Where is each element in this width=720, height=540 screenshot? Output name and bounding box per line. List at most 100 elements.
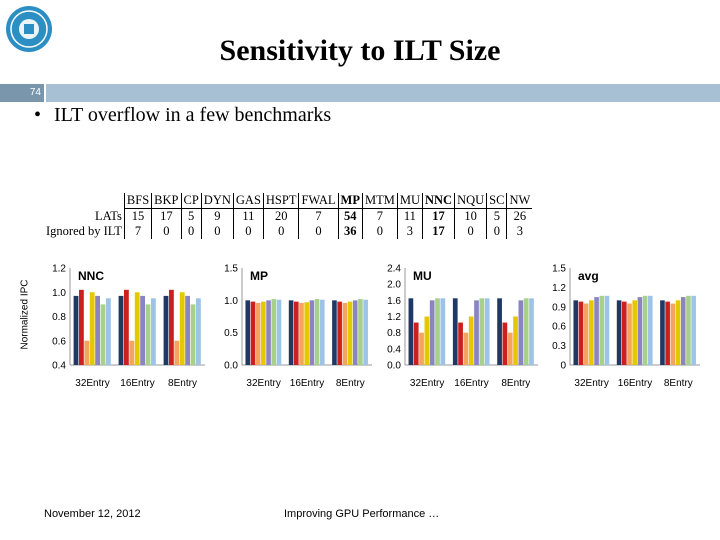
lat-value-cell: 7	[361, 208, 398, 224]
bar	[648, 295, 653, 365]
bar	[474, 300, 479, 365]
y-tick-label: 0.8	[387, 328, 401, 339]
bar	[660, 300, 665, 365]
chart-title: NNC	[78, 269, 104, 283]
bar	[675, 300, 681, 365]
bar	[363, 299, 368, 365]
y-tick-label: 2.0	[387, 280, 401, 291]
x-tick-label: 8Entry	[168, 378, 197, 389]
ipc-charts: 0.4 0.6 0.8 1.0 1.2 NNC 32Entry 16Entry 8Entry 0.…	[52, 264, 700, 389]
lat-value-cell: 9	[200, 208, 234, 224]
x-tick-label: 16Entry	[454, 378, 488, 389]
bar	[616, 300, 622, 365]
x-tick-label: 8Entry	[501, 378, 530, 389]
bar	[507, 332, 513, 365]
bar	[179, 292, 185, 365]
x-tick-label: 16Entry	[120, 378, 154, 389]
chart-title: MP	[250, 269, 268, 283]
bar	[294, 301, 299, 365]
lat-header-cell: HSPT	[262, 193, 299, 209]
bar	[497, 298, 502, 365]
bar	[163, 295, 169, 365]
bar	[583, 303, 589, 365]
x-tick-label: 32Entry	[75, 378, 109, 389]
bar	[276, 299, 282, 365]
lat-value-cell: 5	[180, 208, 202, 224]
bar	[352, 300, 358, 365]
bar	[573, 300, 579, 365]
bar	[151, 298, 156, 365]
lat-value-cell: 0	[298, 224, 339, 239]
bar	[174, 340, 180, 365]
bar	[299, 302, 304, 365]
lat-value-cell: 5	[486, 208, 507, 224]
bar	[129, 340, 135, 365]
bar	[484, 298, 490, 365]
lat-value-cell: 26	[506, 208, 533, 224]
bar	[124, 289, 129, 365]
x-tick-label: 32Entry	[574, 378, 608, 389]
university-logo	[6, 6, 52, 52]
lat-value-cell: 10	[454, 208, 487, 224]
lat-table-header-row: BFS BKP CP DYN GAS HSPT FWAL MP MTM MU NNC NQU SC NW	[44, 193, 533, 209]
lat-row-label: LATs	[95, 208, 122, 223]
lat-value-cell: 0	[200, 224, 234, 239]
lat-value-cell: 54	[337, 208, 363, 224]
y-tick-label: 1.0	[224, 296, 238, 307]
bar	[314, 299, 320, 365]
y-tick-label: 2.4	[387, 264, 401, 275]
bar	[84, 340, 90, 365]
lat-header-cell: FWAL	[298, 193, 339, 209]
lat-header-cell: MP	[337, 193, 363, 209]
lat-value-cell: 0	[486, 224, 507, 239]
header-bar	[46, 84, 720, 102]
bar	[435, 298, 440, 365]
lat-value-cell: 20	[262, 208, 299, 224]
y-tick-label: 1.2	[52, 264, 66, 275]
bar	[190, 304, 196, 365]
lat-table-corner	[44, 193, 124, 209]
bar	[145, 304, 151, 365]
x-tick-label: 32Entry	[246, 378, 280, 389]
bar	[642, 295, 648, 365]
lat-header-cell: CP	[180, 193, 202, 209]
bar	[691, 295, 696, 365]
lat-header-cell: MTM	[361, 193, 398, 209]
x-tick-label: 32Entry	[410, 378, 444, 389]
bar	[73, 295, 79, 365]
lat-table: BFS BKP CP DYN GAS HSPT FWAL MP MTM MU NNC NQU SC NW …	[44, 193, 533, 239]
bar	[440, 298, 446, 365]
bar	[429, 300, 435, 365]
x-tick-label: 8Entry	[664, 378, 693, 389]
y-tick-label: 0.0	[387, 361, 401, 372]
y-tick-label: 1.6	[387, 296, 401, 307]
y-tick-label: 1.2	[552, 283, 566, 294]
bar	[89, 292, 95, 365]
lat-table-row: LATs 15 17 5 9 11 20 7 54 7 11 17 10 5 26	[44, 208, 533, 224]
bar	[288, 300, 294, 365]
bar	[463, 332, 469, 365]
bar	[627, 303, 632, 365]
bar	[358, 299, 363, 365]
bar	[337, 301, 342, 365]
bar	[578, 301, 584, 365]
footer-text: Improving GPU Performance …	[284, 508, 440, 520]
bar	[529, 298, 534, 365]
bar	[100, 304, 106, 365]
bar	[342, 302, 348, 365]
lat-value-cell: 3	[506, 224, 533, 239]
bullet-point: • ILT overflow in a few benchmarks	[34, 104, 331, 127]
bar	[523, 298, 529, 365]
y-tick-label: 0.3	[552, 341, 566, 352]
lat-header-cell: NQU	[454, 193, 487, 209]
bar	[479, 298, 485, 365]
bar	[271, 299, 277, 365]
bar	[261, 301, 266, 365]
y-tick-label: 1.5	[552, 264, 566, 275]
bar	[79, 289, 84, 365]
y-tick-label: 0.4	[52, 361, 66, 372]
lat-value-cell: 11	[396, 208, 423, 224]
bar	[134, 292, 140, 365]
lat-value-cell: 7	[123, 224, 152, 239]
bar	[332, 300, 337, 365]
